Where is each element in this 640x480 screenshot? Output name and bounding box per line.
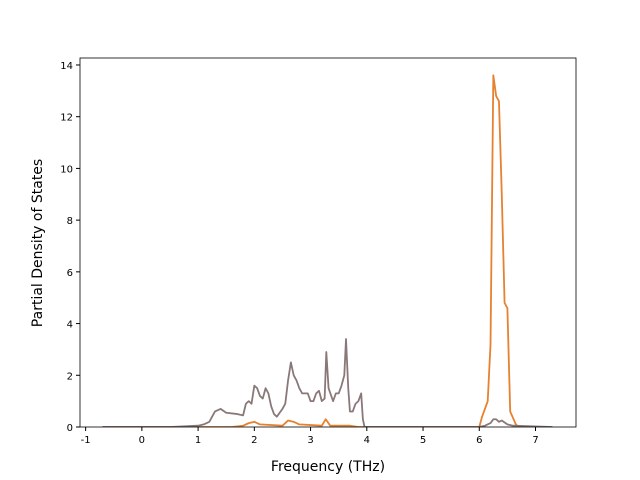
plot-frame [79,57,577,428]
y-tick-label: 10 [60,164,73,175]
y-tick-label: 6 [67,268,73,279]
y-axis-label: Partial Density of States [30,159,46,327]
y-tick-label: 14 [60,61,73,72]
x-tick-label: 6 [476,435,482,446]
x-axis-label: Frequency (THz) [271,459,385,475]
x-tick-label: -1 [81,435,91,446]
x-tick-label: 1 [195,435,201,446]
x-tick-label: 4 [364,435,370,446]
y-tick-label: 8 [67,216,73,227]
y-tick-label: 4 [67,320,73,331]
x-tick-label: 2 [251,435,257,446]
y-tick-label: 12 [60,113,73,124]
y-tick-label: 2 [67,371,73,382]
x-tick-label: 7 [532,435,538,446]
series-line [102,74,553,427]
x-tick-label: 0 [139,435,145,446]
x-tick-label: 5 [420,435,426,446]
series-line [102,338,553,427]
x-tick-label: 3 [307,435,313,446]
y-tick-label: 0 [67,423,73,434]
